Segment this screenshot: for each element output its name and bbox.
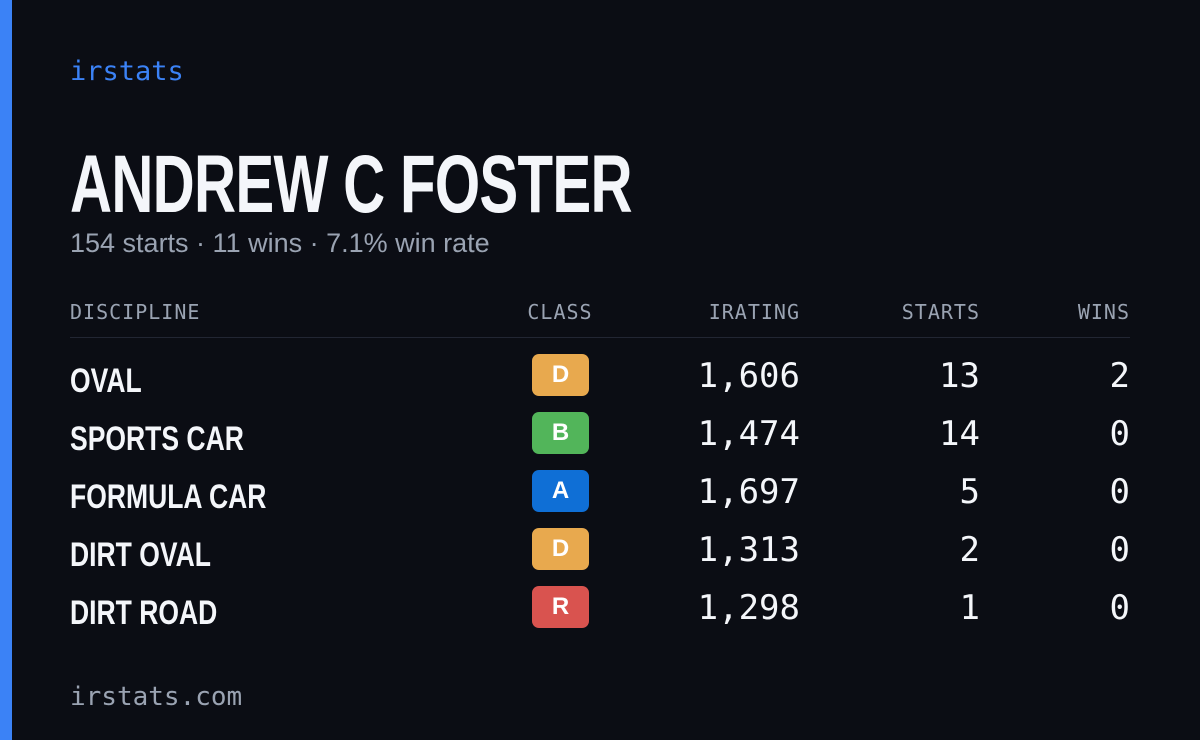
- class-badge: D: [532, 528, 589, 570]
- discipline: OVAL: [70, 362, 142, 400]
- site: irstats.com: [70, 682, 243, 712]
- table-row: SPORTS CAR B 1,474 14 0: [0, 412, 1200, 470]
- irating: 1,697: [697, 472, 800, 512]
- brand: irstats: [70, 56, 184, 87]
- wins: 0: [1109, 472, 1130, 512]
- starts: 14: [939, 414, 980, 454]
- discipline: FORMULA CAR: [70, 478, 267, 516]
- summary: 154 starts · 11 wins · 7.1% win rate: [70, 228, 490, 258]
- table-row: FORMULA CAR A 1,697 5 0: [0, 470, 1200, 528]
- column-header: CLASS: [527, 300, 593, 324]
- accent-bar: [0, 0, 12, 740]
- discipline: SPORTS CAR: [70, 420, 244, 458]
- class-badge: B: [532, 412, 589, 454]
- table-row: DIRT OVAL D 1,313 2 0: [0, 528, 1200, 586]
- wins: 0: [1109, 588, 1130, 628]
- divider: [70, 337, 1130, 338]
- starts: 2: [959, 530, 980, 570]
- irating: 1,606: [697, 356, 800, 396]
- column-header: DISCIPLINE: [70, 300, 201, 324]
- column-header: STARTS: [901, 300, 980, 324]
- discipline: DIRT ROAD: [70, 594, 218, 632]
- column-header: IRATING: [708, 300, 800, 324]
- class-badge: A: [532, 470, 589, 512]
- irating: 1,474: [697, 414, 800, 454]
- table-row: OVAL D 1,606 13 2: [0, 354, 1200, 412]
- starts: 1: [959, 588, 980, 628]
- starts: 5: [959, 472, 980, 512]
- irating: 1,298: [697, 588, 800, 628]
- class-badge: D: [532, 354, 589, 396]
- starts: 13: [939, 356, 980, 396]
- wins: 2: [1109, 356, 1130, 396]
- table-row: DIRT ROAD R 1,298 1 0: [0, 586, 1200, 644]
- discipline: DIRT OVAL: [70, 536, 211, 574]
- class-badge: R: [532, 586, 589, 628]
- driver-name: ANDREW C FOSTER: [70, 139, 633, 230]
- wins: 0: [1109, 414, 1130, 454]
- column-header: WINS: [1077, 300, 1130, 324]
- irating: 1,313: [697, 530, 800, 570]
- wins: 0: [1109, 530, 1130, 570]
